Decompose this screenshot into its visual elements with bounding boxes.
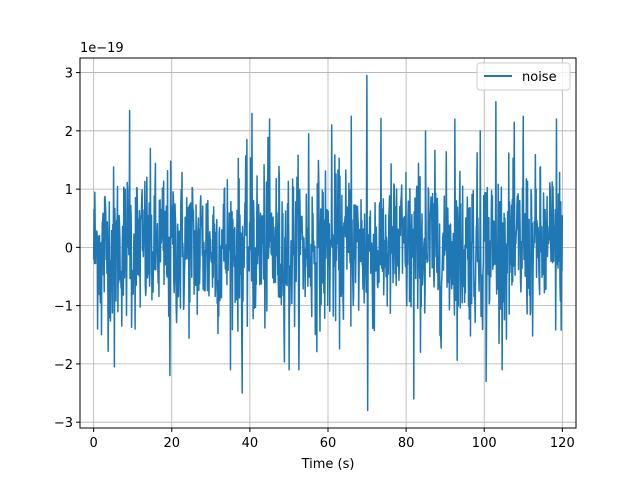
x-axis: 0 20 40 60 80 100 120 — [90, 428, 575, 451]
y-scale-offset: 1e−19 — [80, 41, 124, 56]
y-tick-label: 2 — [65, 125, 73, 140]
x-tick-label: 100 — [472, 436, 497, 451]
x-tick-label: 20 — [164, 436, 181, 451]
y-tick-label: −1 — [54, 300, 73, 315]
series-line-noise — [92, 74, 564, 412]
y-tick-label: 3 — [65, 67, 73, 82]
x-tick-label: 80 — [398, 436, 415, 451]
x-axis-label: Time (s) — [301, 457, 355, 472]
x-tick-label: 0 — [90, 436, 98, 451]
y-tick-label: −3 — [54, 416, 73, 431]
y-axis: −3 −2 −1 0 1 2 3 — [54, 67, 80, 431]
y-tick-label: −2 — [54, 358, 73, 373]
x-tick-label: 60 — [320, 436, 337, 451]
x-tick-label: 40 — [242, 436, 259, 451]
legend: noise — [476, 62, 571, 91]
y-tick-label: 1 — [65, 183, 73, 198]
series-layer — [92, 74, 564, 412]
y-tick-label: 0 — [65, 241, 73, 256]
legend-label-noise: noise — [522, 70, 557, 85]
x-tick-label: 120 — [550, 436, 575, 451]
legend-box — [476, 62, 571, 91]
